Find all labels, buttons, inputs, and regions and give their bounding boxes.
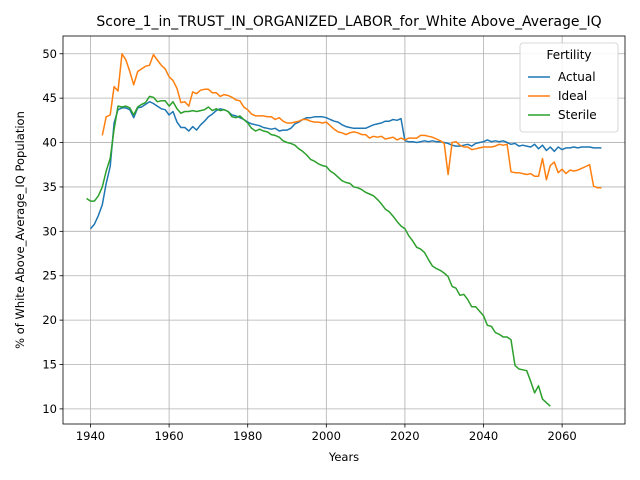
x-axis-ticks: 1940 1960 1980 2000 2020 2040 2060 — [76, 424, 577, 443]
y-axis-ticks: 10 15 20 25 30 35 40 45 50 — [42, 47, 63, 416]
y-tick-label: 50 — [42, 47, 57, 61]
grid-lines — [63, 36, 625, 424]
y-tick-label: 25 — [42, 269, 57, 283]
series-line-actual — [89, 100, 602, 230]
legend-label-ideal: Ideal — [558, 89, 587, 103]
series-line-sterile — [86, 95, 551, 407]
series-lines — [86, 53, 602, 407]
legend-entries: Actual Ideal Sterile — [528, 70, 597, 122]
y-tick-label: 35 — [42, 180, 57, 194]
y-axis-label: % of White Above_Average_IQ Population — [13, 111, 27, 349]
x-tick-label: 2040 — [469, 429, 498, 443]
x-axis-label: Years — [328, 450, 359, 464]
y-tick-label: 10 — [42, 402, 57, 416]
x-tick-label: 1980 — [233, 429, 262, 443]
chart-title: Score_1_in_TRUST_IN_ORGANIZED_LABOR_for_… — [96, 14, 601, 30]
plot-frame — [62, 35, 626, 425]
x-tick-label: 2000 — [312, 429, 341, 443]
x-tick-label: 1940 — [76, 429, 105, 443]
y-tick-label: 30 — [42, 224, 57, 238]
y-tick-label: 20 — [42, 313, 57, 327]
x-tick-label: 1960 — [154, 429, 183, 443]
legend-box — [519, 42, 619, 133]
legend-label-sterile: Sterile — [558, 108, 597, 122]
series-line-ideal — [101, 53, 602, 189]
y-tick-label: 45 — [42, 91, 57, 105]
y-tick-label: 15 — [42, 358, 57, 372]
legend: Fertility Actual Ideal Sterile — [519, 42, 619, 133]
legend-label-actual: Actual — [558, 70, 596, 84]
y-tick-label: 40 — [42, 136, 57, 150]
x-tick-label: 2020 — [390, 429, 419, 443]
legend-title: Fertility — [546, 48, 591, 62]
x-tick-label: 2060 — [547, 429, 576, 443]
